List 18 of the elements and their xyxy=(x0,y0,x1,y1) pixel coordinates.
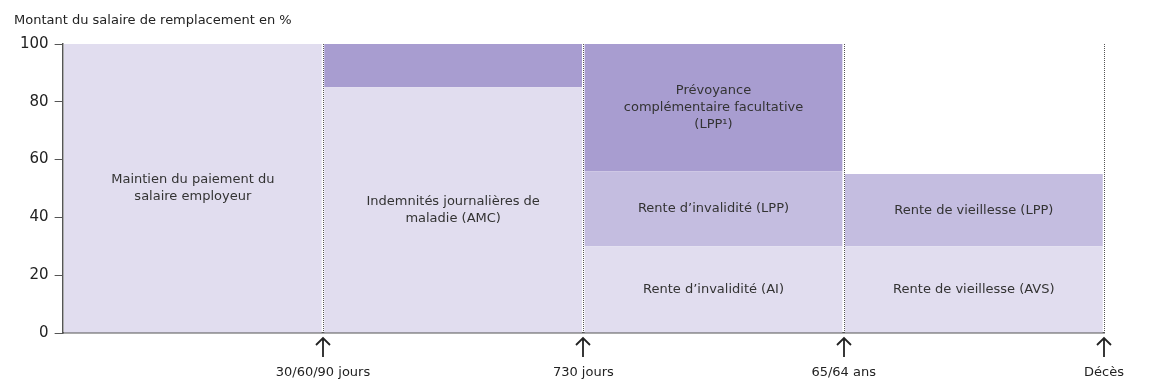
series-label: Rente d’invalidité (LPP) xyxy=(637,200,790,216)
y-tick-label: 40 xyxy=(29,207,49,226)
y-tick-label: 100 xyxy=(19,33,49,52)
series-label: Maintien du paiement du salaire employeur xyxy=(111,171,275,204)
series-label: Rente d’invalidité (AI) xyxy=(642,280,784,296)
series-label: Rente de vieillesse (LPP) xyxy=(894,201,1054,217)
y-tick-label: 20 xyxy=(29,265,49,284)
series-label: Indemnités journalières de maladie (AMC) xyxy=(366,192,540,225)
text: Décès xyxy=(1084,364,1125,380)
y-tick-label: 0 xyxy=(39,322,49,341)
y-tick-label: 60 xyxy=(29,149,49,168)
text: 65/64 ans xyxy=(811,364,877,380)
y-tick-label: 80 xyxy=(29,91,49,110)
series-label: Prévoyance complémentaire facultative (LPP¹) xyxy=(623,81,804,131)
text: 730 jours xyxy=(552,364,614,380)
text: 30/60/90 jours xyxy=(275,364,371,380)
series-label: Rente de vieillesse (AVS) xyxy=(893,280,1055,296)
y-axis-title: Montant du salaire de remplacement en % xyxy=(14,12,292,27)
